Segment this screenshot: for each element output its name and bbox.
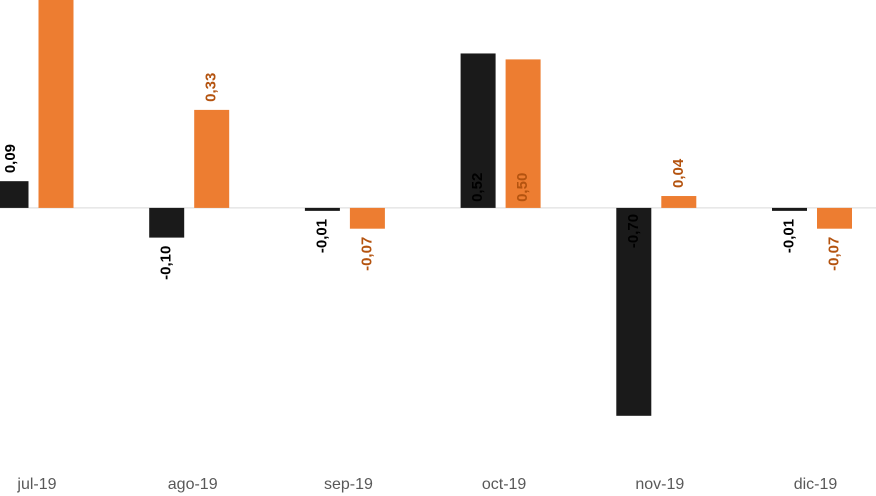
value-label: 0,52	[469, 173, 486, 202]
bar	[305, 208, 340, 211]
value-label: 0,33	[203, 73, 220, 102]
value-label: -0,07	[358, 237, 375, 271]
x-tick-label: jul-19	[16, 476, 56, 493]
value-label: 0,09	[2, 144, 19, 173]
value-label: -0,07	[825, 237, 842, 271]
value-label: -0,01	[780, 219, 797, 253]
x-tick-label: nov-19	[635, 476, 684, 493]
x-tick-label: sep-19	[324, 476, 373, 493]
x-tick-label: dic-19	[794, 476, 838, 493]
bar	[0, 181, 29, 208]
x-tick-label: ago-19	[168, 476, 218, 493]
bar	[772, 208, 807, 211]
value-label: 0,50	[514, 173, 531, 202]
x-tick-label: oct-19	[482, 476, 527, 493]
value-label: -0,10	[158, 246, 175, 280]
bar	[39, 0, 74, 208]
bar	[194, 110, 229, 208]
chart: jul-19 0,09 ago-19 -0,10 0,33 sep-19 -0,01 -0,0…	[0, 0, 876, 496]
value-label: -0,01	[313, 219, 330, 253]
bar	[817, 208, 852, 229]
value-label: 0,04	[670, 158, 687, 188]
bar	[350, 208, 385, 229]
bar	[149, 208, 184, 238]
bar	[661, 196, 696, 208]
value-label: -0,70	[625, 214, 642, 248]
